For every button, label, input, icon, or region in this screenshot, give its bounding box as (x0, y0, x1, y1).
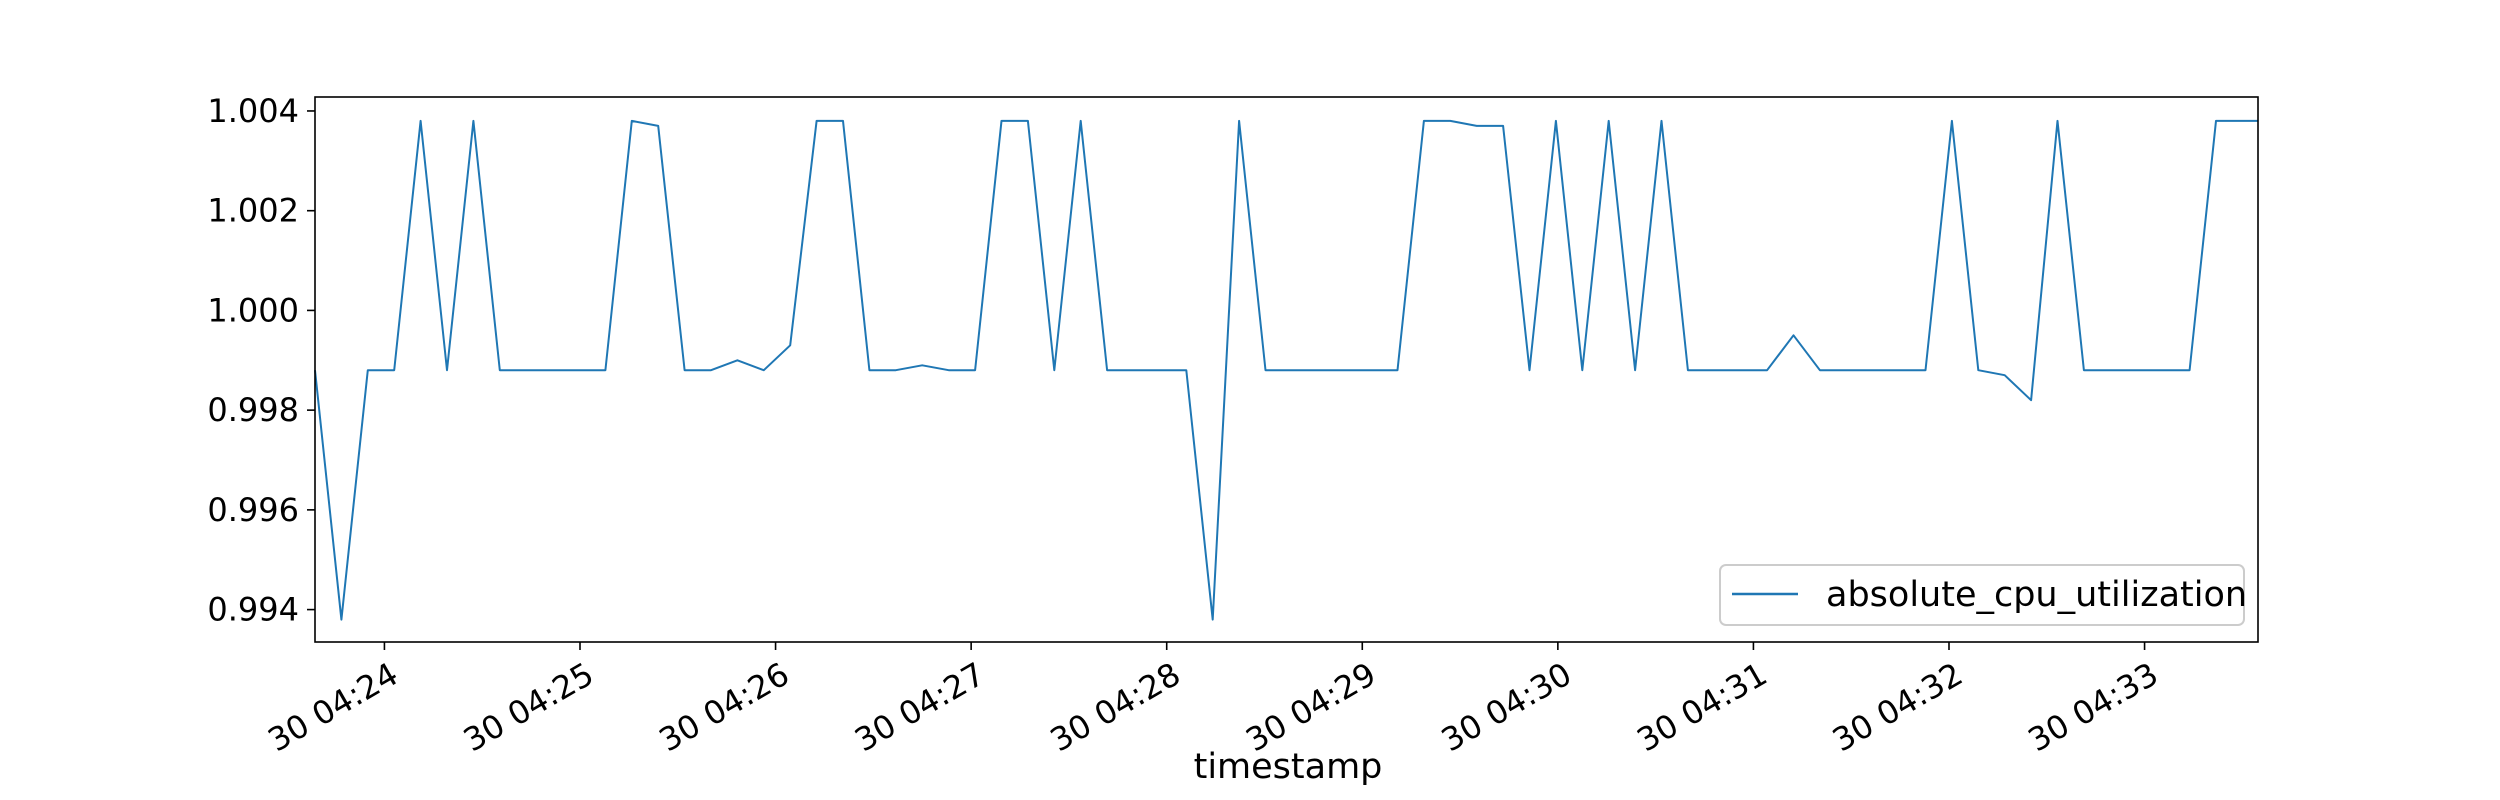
series-line-0 (314, 119, 2258, 621)
legend-label: absolute_cpu_utilization (1826, 575, 2247, 615)
y-tick-label: 1.002 (207, 192, 299, 230)
y-tick-label: 0.998 (207, 391, 299, 429)
y-tick-label: 0.996 (207, 491, 299, 529)
y-tick-label: 1.004 (207, 92, 299, 130)
x-axis-title: timestamp (1194, 747, 1383, 787)
legend: absolute_cpu_utilization (1719, 564, 2247, 626)
y-tick-label: 0.994 (207, 591, 299, 629)
axes-frame (314, 96, 2259, 643)
legend-box (1719, 564, 2245, 626)
y-tick-label: 1.000 (207, 291, 299, 329)
